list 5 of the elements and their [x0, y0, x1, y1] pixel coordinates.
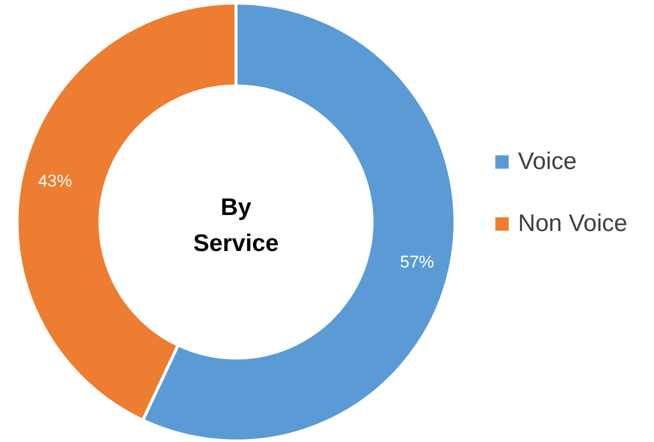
legend-label: Non Voice [518, 210, 628, 237]
data-label: 43% [38, 172, 72, 191]
legend-label: Voice [518, 148, 577, 175]
text: By Service [193, 194, 279, 257]
data-label: 57% [400, 252, 434, 272]
